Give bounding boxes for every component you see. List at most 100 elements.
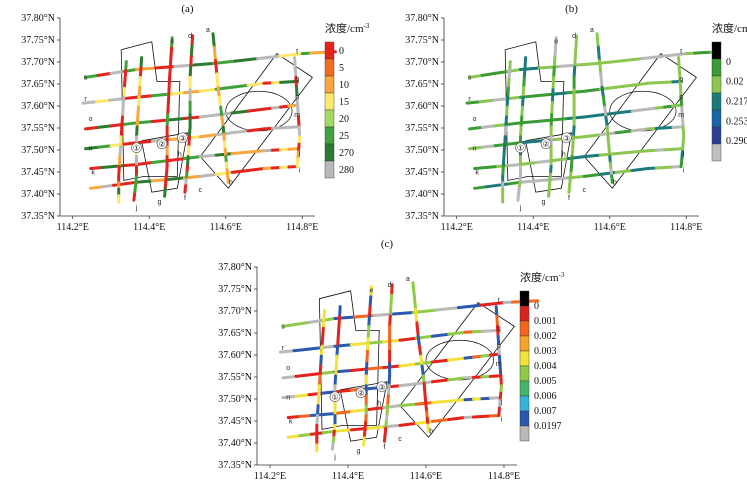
route-segment bbox=[673, 127, 681, 128]
x-tick-label: 114.2°E bbox=[57, 222, 89, 233]
x-tick-label: 114.8°E bbox=[488, 471, 520, 480]
route-segment bbox=[296, 322, 309, 324]
route-segment bbox=[184, 117, 200, 119]
route-segment bbox=[632, 151, 648, 152]
legend-swatch bbox=[712, 76, 721, 93]
route-segment bbox=[616, 171, 632, 173]
route-segment bbox=[576, 36, 577, 46]
route-segment bbox=[536, 94, 552, 96]
station-label: ① bbox=[133, 144, 140, 153]
route-segment bbox=[568, 117, 584, 119]
route-point-label: l bbox=[683, 152, 685, 159]
route-segment bbox=[289, 149, 297, 150]
route-segment bbox=[475, 187, 487, 189]
route-segment bbox=[436, 308, 459, 311]
route-segment bbox=[584, 89, 600, 91]
route-segment bbox=[300, 416, 312, 417]
legend-swatch bbox=[520, 366, 529, 381]
route-point-label: o bbox=[473, 116, 477, 123]
route-segment bbox=[323, 414, 335, 415]
route-segment bbox=[390, 316, 391, 326]
route-segment bbox=[400, 384, 416, 386]
route-segment bbox=[521, 141, 537, 142]
route-segment bbox=[575, 46, 576, 56]
route-segment bbox=[200, 135, 216, 137]
x-tick-label: 114.2°E bbox=[441, 222, 473, 233]
route-point-label: p bbox=[295, 94, 299, 101]
y-tick-label: 37.65°N bbox=[218, 328, 252, 339]
legend-swatch bbox=[712, 110, 721, 127]
y-tick-label: 37.50°N bbox=[21, 145, 55, 156]
route-segment bbox=[110, 99, 123, 101]
route-segment bbox=[392, 285, 393, 295]
route-segment bbox=[616, 85, 632, 87]
route-segment bbox=[367, 351, 368, 363]
route-point-label: h bbox=[377, 401, 381, 408]
route-segment bbox=[575, 57, 576, 67]
route-segment bbox=[168, 102, 169, 114]
route-segment bbox=[518, 194, 519, 200]
x-tick-label: 114.4°E bbox=[517, 222, 549, 233]
route-segment bbox=[414, 296, 415, 309]
legend-swatch bbox=[520, 336, 529, 351]
y-tick-label: 37.75°N bbox=[405, 35, 439, 46]
route-segment bbox=[168, 90, 169, 102]
route-segment bbox=[416, 362, 432, 364]
legend-label: 25 bbox=[339, 131, 349, 142]
route-segment bbox=[584, 174, 600, 176]
legend-swatch bbox=[325, 42, 334, 59]
route-segment bbox=[288, 417, 300, 418]
legend-swatch bbox=[520, 381, 529, 396]
y-tick-label: 37.55°N bbox=[21, 123, 55, 134]
y-tick-label: 37.80°N bbox=[21, 13, 55, 24]
route-segment bbox=[96, 100, 109, 102]
route-segment bbox=[616, 111, 632, 113]
legend-swatch bbox=[325, 93, 334, 110]
route-segment bbox=[416, 310, 417, 323]
route-segment bbox=[216, 61, 217, 74]
route-point-label: d bbox=[572, 33, 576, 40]
route-segment bbox=[568, 91, 584, 92]
route-segment bbox=[200, 89, 216, 91]
route-point-label: t bbox=[296, 49, 298, 56]
panel-title: (b) bbox=[565, 3, 578, 15]
route-segment bbox=[490, 376, 498, 377]
route-point-label: h bbox=[562, 152, 566, 159]
route-segment bbox=[167, 115, 168, 127]
route-segment bbox=[191, 46, 192, 56]
route-segment bbox=[309, 321, 322, 323]
route-segment bbox=[137, 141, 153, 142]
x-tick-label: 114.6°E bbox=[210, 222, 242, 233]
x-tick-label: 114.6°E bbox=[594, 222, 626, 233]
route-point-label: k bbox=[91, 169, 95, 176]
legend-swatch bbox=[712, 93, 721, 110]
legend-label: 10 bbox=[339, 80, 349, 91]
route-segment bbox=[125, 165, 137, 166]
route-segment bbox=[168, 93, 184, 95]
route-segment bbox=[192, 36, 193, 46]
legend-swatch bbox=[325, 144, 334, 161]
map-panel-b: (b)37.80°N37.75°N37.70°N37.65°N37.60°N37… bbox=[382, 0, 747, 245]
route-point-label: t bbox=[680, 49, 682, 56]
route-segment bbox=[569, 186, 570, 192]
route-segment bbox=[194, 64, 213, 66]
route-segment bbox=[433, 334, 449, 336]
route-segment bbox=[102, 167, 113, 168]
route-segment bbox=[459, 305, 482, 308]
route-segment bbox=[416, 421, 432, 423]
route-segment bbox=[322, 372, 335, 374]
route-segment bbox=[449, 418, 465, 420]
route-segment bbox=[552, 159, 568, 161]
route-point-label: c bbox=[583, 187, 587, 194]
legend-label: 15 bbox=[339, 97, 349, 108]
route-segment bbox=[598, 47, 599, 60]
y-tick-label: 37.80°N bbox=[218, 262, 252, 273]
route-segment bbox=[600, 61, 601, 74]
legend-label: 0.006 bbox=[534, 391, 557, 402]
y-tick-label: 37.45°N bbox=[405, 167, 439, 178]
route-segment bbox=[578, 64, 597, 66]
x-tick-label: 114.8°E bbox=[670, 222, 702, 233]
legend-label: 0.2900 bbox=[726, 136, 747, 147]
route-segment bbox=[632, 129, 648, 131]
route-segment bbox=[216, 172, 232, 174]
